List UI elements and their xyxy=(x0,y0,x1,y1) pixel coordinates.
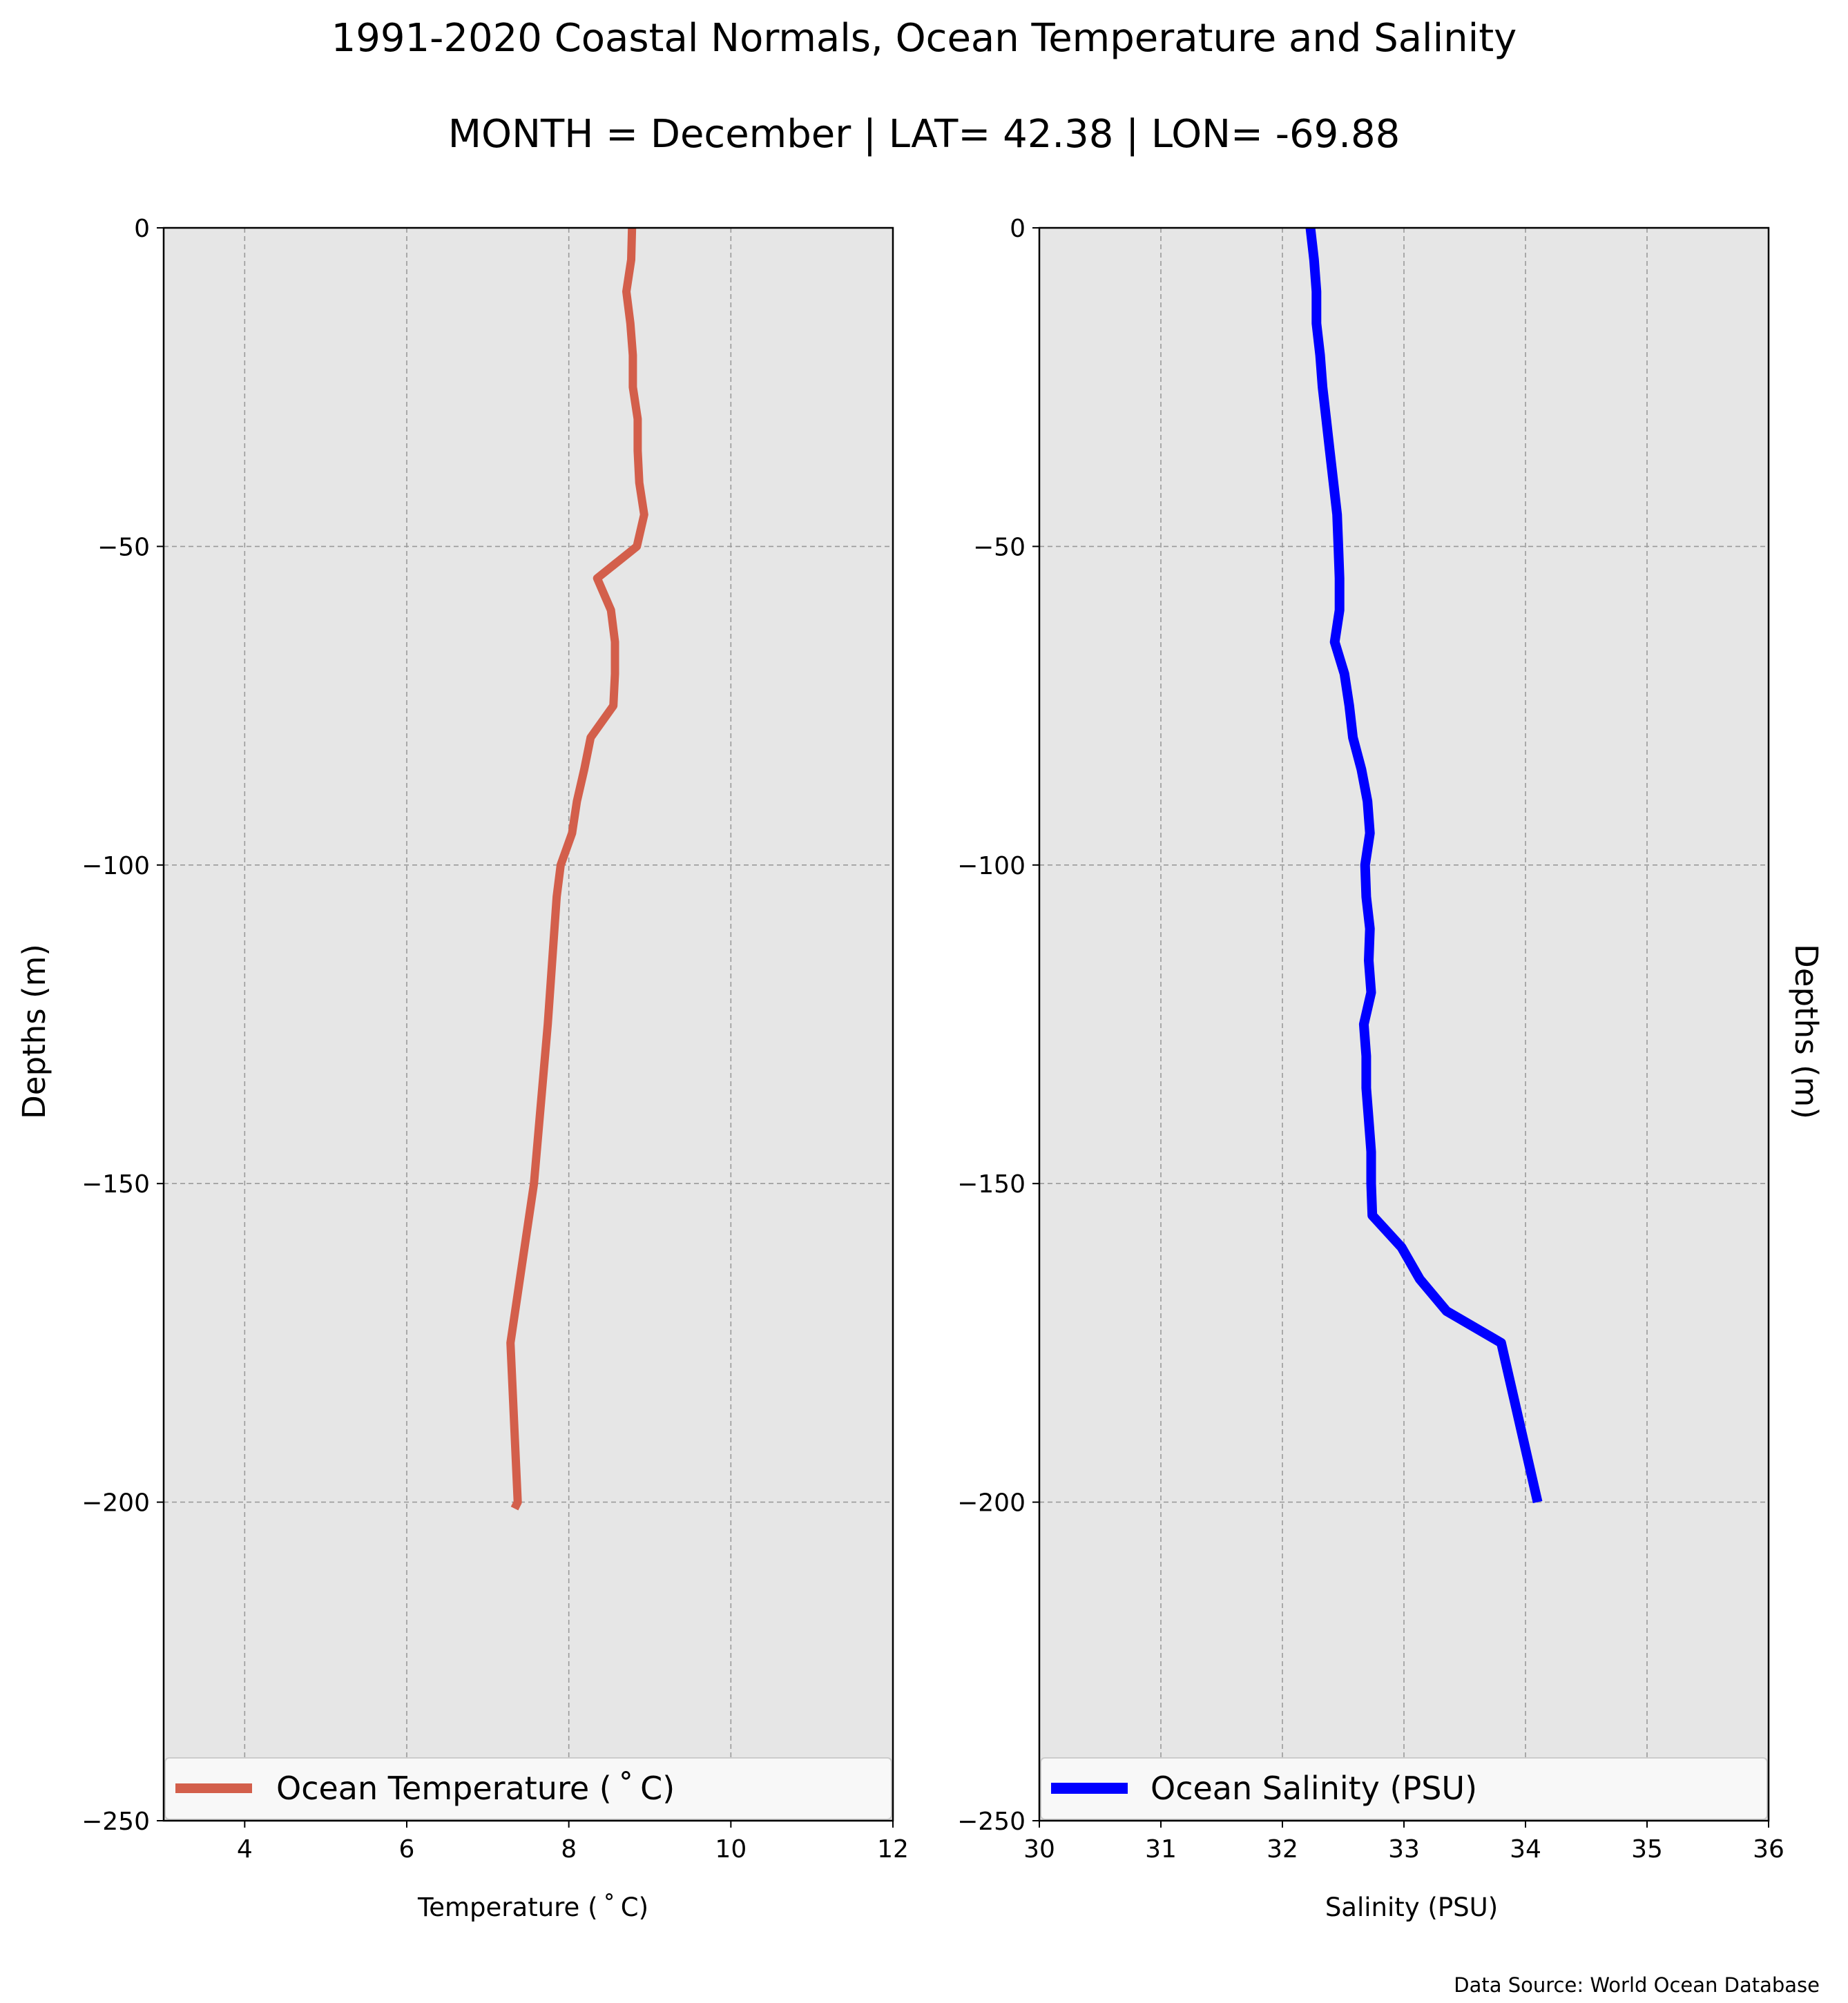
temperature-axes-frame xyxy=(162,226,894,1822)
temperature-x-tick-label: 12 xyxy=(877,1835,909,1864)
temperature-y-tick-label: −200 xyxy=(81,1489,150,1518)
temperature-x-tick-label: 6 xyxy=(399,1835,415,1864)
salinity-legend: Ocean Salinity (PSU) xyxy=(1040,1757,1768,1820)
salinity-x-tick-label: 31 xyxy=(1145,1835,1177,1864)
salinity-x-tick-label: 30 xyxy=(1023,1835,1055,1864)
figure-subtitle: MONTH = December | LAT= 42.38 | LON= -69… xyxy=(448,112,1401,157)
salinity-y-axis-label: Depths (m) xyxy=(1788,944,1825,1119)
temperature-x-tick-label: 10 xyxy=(715,1835,747,1864)
salinity-y-tick-label: 0 xyxy=(1010,215,1026,243)
temperature-y-tick-label: −150 xyxy=(81,1170,150,1199)
temperature-legend: Ocean Temperature ( ˚ C) xyxy=(164,1757,892,1820)
figure-title: 1991-2020 Coastal Normals, Ocean Tempera… xyxy=(331,16,1517,61)
salinity-x-tick-label: 32 xyxy=(1267,1835,1298,1864)
temperature-x-tick-label: 8 xyxy=(561,1835,577,1864)
data-source-note: Data Source: World Ocean Database xyxy=(1454,1973,1820,1997)
salinity-x-tick-label: 36 xyxy=(1753,1835,1784,1864)
temperature-panel: Ocean Temperature ( ˚ C) 4 6 8 10 12 0 −50 −100 −… xyxy=(81,215,909,1864)
salinity-y-tick-label: −50 xyxy=(973,533,1026,561)
salinity-y-tick-label: −150 xyxy=(957,1170,1026,1199)
temperature-y-tick-label: −100 xyxy=(81,852,150,880)
temperature-y-tick-label: −250 xyxy=(81,1808,150,1836)
salinity-y-tick-label: −200 xyxy=(957,1489,1026,1518)
temperature-plot-area xyxy=(164,228,893,1821)
temperature-y-tick-label: −50 xyxy=(97,533,150,561)
temperature-y-tick-label: 0 xyxy=(134,215,150,243)
salinity-y-tick-label: −250 xyxy=(957,1808,1026,1836)
temperature-y-axis-label: Depths (m) xyxy=(16,944,52,1119)
salinity-series-line xyxy=(1305,227,1543,1504)
salinity-panel: Ocean Salinity (PSU) 30 31 32 33 34 35 36 0 −50 −1… xyxy=(957,215,1784,1864)
salinity-x-tick-label: 33 xyxy=(1388,1835,1420,1864)
temperature-series-line xyxy=(506,227,648,1511)
salinity-x-tick-label: 34 xyxy=(1510,1835,1541,1864)
temperature-legend-box xyxy=(164,1757,892,1820)
salinity-legend-label: Ocean Salinity (PSU) xyxy=(1151,1770,1477,1807)
salinity-x-tick-label: 35 xyxy=(1631,1835,1663,1864)
salinity-legend-box xyxy=(1040,1757,1768,1820)
temperature-legend-label: Ocean Temperature ( ˚ C) xyxy=(276,1770,675,1807)
temperature-x-tick-label: 4 xyxy=(237,1835,253,1864)
temperature-x-axis-label: Temperature ( ˚ C) xyxy=(417,1893,648,1922)
salinity-y-tick-label: −100 xyxy=(957,852,1026,880)
salinity-x-axis-label: Salinity (PSU) xyxy=(1325,1893,1498,1922)
